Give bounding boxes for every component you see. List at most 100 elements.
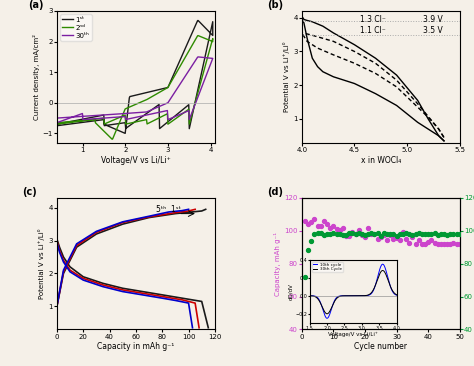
Point [428,231,435,237]
Point [342,233,350,239]
Point [346,233,353,239]
Point [393,235,401,241]
Point [361,234,369,240]
Point [352,231,359,237]
Point [333,227,340,232]
Point [434,232,441,238]
Text: 3.9 V: 3.9 V [423,15,443,24]
Point [361,232,369,238]
Point [409,232,416,238]
Point [365,225,372,231]
Point [456,231,464,237]
Text: 3.5 V: 3.5 V [423,26,443,35]
Point [320,232,328,238]
Text: (c): (c) [22,187,37,197]
Text: (b): (b) [267,0,283,10]
Point [320,218,328,224]
Point [437,241,445,247]
Point [327,225,334,231]
Point [424,239,432,244]
Point [355,230,363,236]
Point [399,231,407,237]
Point [418,241,426,247]
Point [453,241,460,247]
Legend: 1ˢᵗ, 2ⁿᵈ, 30ᵗʰ: 1ˢᵗ, 2ⁿᵈ, 30ᵗʰ [60,14,91,41]
Point [336,231,344,237]
Point [386,231,394,237]
Point [390,236,397,242]
Point [415,237,422,243]
Point [383,237,391,243]
Point [399,229,407,235]
Point [310,217,318,223]
Point [380,231,388,236]
Point [348,229,356,235]
Point [333,231,340,237]
Point [323,231,331,237]
Point [327,231,334,237]
Point [453,231,460,237]
Point [358,231,365,237]
Point [431,230,438,236]
Point [358,232,365,238]
Point [383,231,391,237]
Point [308,238,315,243]
Point [314,223,321,229]
Point [352,231,359,237]
Point [310,231,318,236]
Y-axis label: Current density, mA/cm²: Current density, mA/cm² [33,34,39,120]
Point [339,225,346,231]
Y-axis label: Potential V vs Li⁺/Li⁰: Potential V vs Li⁺/Li⁰ [38,228,46,299]
Point [434,241,441,247]
Point [412,231,419,237]
Text: 1.1 Cl⁻: 1.1 Cl⁻ [360,26,385,35]
Point [342,232,350,238]
Y-axis label: Potential V vs Li⁺/Li⁰: Potential V vs Li⁺/Li⁰ [283,41,291,112]
Point [374,230,382,236]
Point [415,230,422,236]
Point [386,232,394,238]
Point [304,221,312,227]
Point [393,233,401,239]
Point [447,241,454,247]
Point [402,236,410,242]
Point [374,236,382,242]
Point [371,231,378,236]
Point [428,238,435,243]
Point [365,231,372,237]
Point [437,231,445,237]
Point [440,231,448,237]
Point [447,231,454,237]
Text: 1.3 Cl⁻: 1.3 Cl⁻ [360,15,385,24]
Point [323,221,331,227]
Point [405,240,413,246]
Point [308,219,315,225]
Y-axis label: Capacity, mAh g⁻¹: Capacity, mAh g⁻¹ [274,232,282,296]
Point [355,227,363,233]
Point [390,231,397,237]
Text: (a): (a) [28,0,44,10]
Point [348,230,356,236]
X-axis label: Capacity in mAh g⁻¹: Capacity in mAh g⁻¹ [97,342,174,351]
Point [377,234,384,239]
Point [329,223,337,229]
Point [339,232,346,238]
Point [371,231,378,237]
Point [377,233,384,239]
Point [304,247,312,253]
Point [421,241,429,247]
Text: 5ᵗʰ  1ˢᵗ: 5ᵗʰ 1ˢᵗ [155,205,181,214]
Point [314,230,321,236]
Point [412,241,419,247]
Point [301,274,309,280]
Point [421,232,429,238]
Point [443,232,451,238]
Point [329,230,337,236]
Point [431,240,438,246]
Point [380,232,388,238]
Point [440,241,448,247]
Point [424,231,432,236]
Point [367,230,375,236]
Point [301,219,309,224]
Point [396,237,403,243]
